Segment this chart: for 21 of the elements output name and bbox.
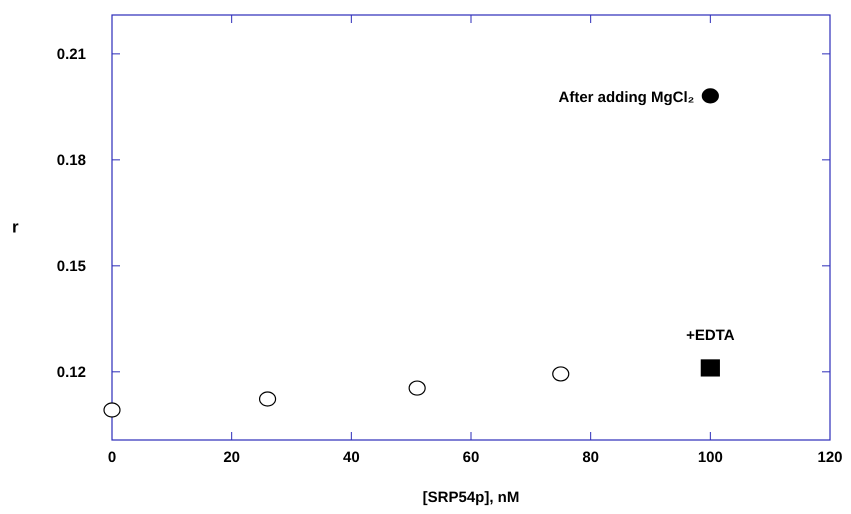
point [258, 391, 276, 407]
y-axis-title: r [12, 218, 19, 236]
point [700, 359, 720, 377]
point [702, 88, 719, 104]
y-tick-label: 0.21 [56, 46, 86, 63]
x-tick-label: 100 [698, 449, 723, 466]
annotation: After adding MgCl₂ [558, 88, 694, 106]
point [103, 402, 121, 418]
x-tick-label: 120 [817, 449, 843, 466]
y-tick-label: 0.18 [56, 152, 86, 169]
point [408, 380, 426, 396]
x-tick-label: 20 [223, 449, 240, 466]
x-tick-label: 40 [342, 449, 360, 466]
point [552, 366, 570, 382]
x-tick-label: 80 [582, 449, 600, 466]
annotation: +EDTA [686, 326, 735, 344]
x-tick-label: 60 [462, 449, 480, 466]
y-tick-label: 0.15 [56, 258, 86, 275]
x-tick-label: 0 [108, 449, 116, 466]
y-tick-label: 0.12 [56, 364, 86, 381]
x-axis-title: [SRP54p], nM [422, 489, 520, 506]
